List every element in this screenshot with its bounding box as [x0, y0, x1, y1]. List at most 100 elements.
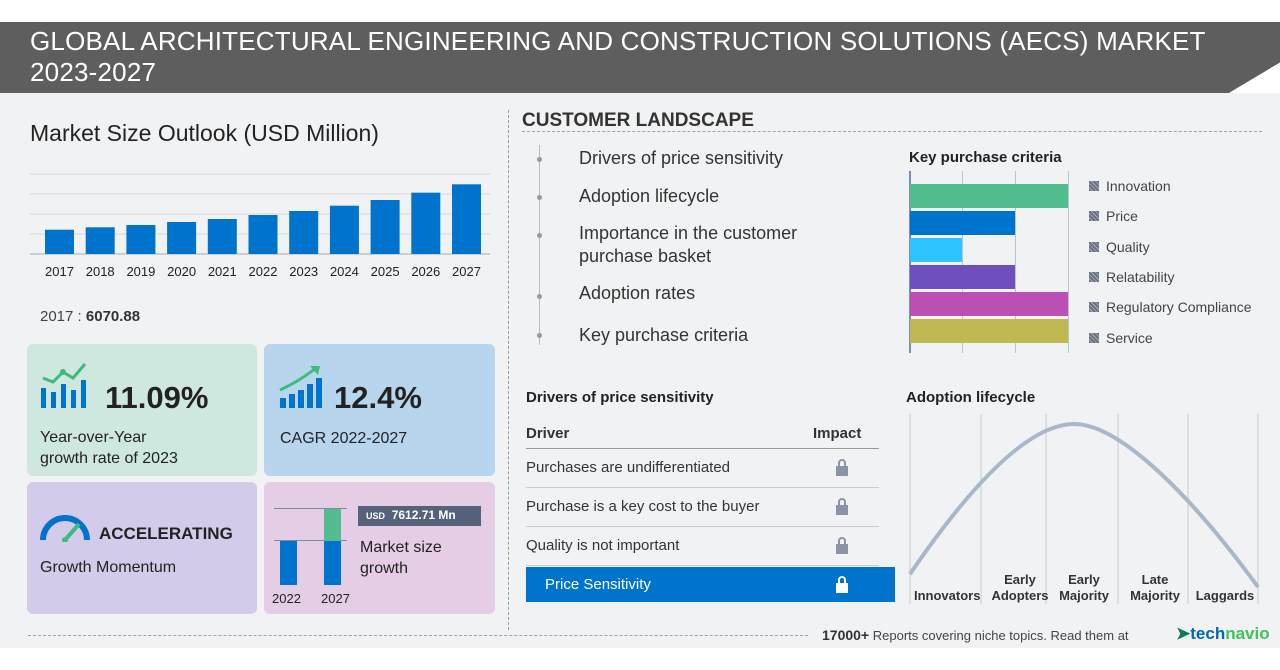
selected-amount: 6070.88	[85, 308, 141, 325]
col-impact: Impact	[813, 425, 862, 442]
bar-2018[interactable]	[85, 227, 115, 254]
bar-2017[interactable]	[45, 229, 74, 254]
speedometer-icon	[40, 515, 90, 542]
legend-item: Innovation	[1089, 178, 1171, 194]
currency: USD	[366, 511, 386, 521]
technavio-logo[interactable]: ➤technavio	[1176, 624, 1270, 643]
driver-text: Purchases are undifferentiated	[526, 459, 731, 476]
growth-value-badge: USD 7612.71 Mn	[358, 506, 481, 526]
table-row: Quality is not important	[526, 527, 879, 566]
legend-item: Price	[1089, 208, 1138, 224]
legend-item: Service	[1089, 330, 1153, 346]
yoy-value: 11.09%	[105, 380, 209, 415]
selected-value: 2017 : 6070.88	[40, 308, 140, 325]
bar-2027	[324, 541, 341, 585]
bar-2027[interactable]	[452, 184, 481, 254]
kpc-bar	[910, 238, 962, 262]
driver-text: Quality is not important	[526, 537, 680, 554]
bar-2021[interactable]	[207, 219, 237, 254]
stage-early-majority: Early Majority	[1059, 572, 1109, 603]
footer-text: Reports covering niche topics. Read them…	[872, 628, 1129, 643]
tick-label: 2021	[208, 264, 237, 279]
bar-2020[interactable]	[167, 222, 197, 254]
adoption-title: Adoption lifecycle	[906, 389, 1036, 406]
growth-value: 7612.71 Mn	[391, 508, 456, 522]
adoption-curve	[908, 421, 1260, 589]
gridline	[909, 171, 911, 353]
sep: :	[77, 308, 82, 325]
table-row: Purchase is a key cost to the buyer	[526, 488, 879, 527]
cagr-chart-icon	[279, 366, 322, 408]
legend-item: Relatability	[1089, 269, 1174, 285]
footer: 17000+ Reports covering niche topics. Re…	[822, 627, 1129, 643]
year-2022: 2022	[272, 591, 301, 606]
kpc-title: Key purchase criteria	[909, 149, 1062, 166]
momentum-label: Growth Momentum	[40, 559, 177, 576]
list-item: Importance in the customer	[579, 223, 798, 243]
bar-2019[interactable]	[126, 225, 156, 254]
gridline	[1015, 171, 1016, 353]
kpc-chart	[909, 171, 1071, 353]
bar-2026[interactable]	[411, 192, 441, 254]
legend-swatch-icon	[1089, 211, 1099, 222]
list-item: Key purchase criteria	[579, 325, 749, 345]
bar-increment	[324, 509, 341, 541]
kpc-bar	[910, 184, 1068, 208]
kpc-bar	[910, 265, 1015, 289]
bar-2022	[280, 541, 297, 585]
stage-innovators: Innovators	[914, 588, 981, 603]
tick-label: 2018	[86, 264, 115, 279]
bar-2025[interactable]	[370, 200, 400, 254]
year-2027: 2027	[321, 591, 350, 606]
list-item: purchase basket	[579, 246, 712, 266]
kpc-bar	[910, 319, 1068, 343]
bar-2024[interactable]	[329, 205, 359, 254]
legend-swatch-icon	[1089, 332, 1099, 343]
momentum-value: ACCELERATING	[99, 524, 233, 543]
stage-early-adopters: Early Adopters	[991, 572, 1049, 603]
tick-label: 2019	[126, 264, 155, 279]
gridline	[962, 171, 963, 353]
header-banner: GLOBAL ARCHITECTURAL ENGINEERING AND CON…	[0, 22, 1280, 93]
yoy-label2: growth rate of 2023	[40, 450, 178, 467]
legend-swatch-icon	[1089, 241, 1099, 252]
price-sensitivity-row[interactable]: Price Sensitivity	[526, 567, 895, 602]
tick-label: 2024	[330, 264, 359, 279]
cagr-label: CAGR 2022-2027	[280, 430, 408, 447]
kpc-bar	[910, 211, 1015, 235]
tick-label: 2026	[411, 264, 440, 279]
momentum-card: ACCELERATING Growth Momentum	[27, 482, 257, 614]
growth-chart-icon	[41, 363, 87, 408]
bar-2022[interactable]	[248, 215, 278, 254]
drivers-title: Drivers of price sensitivity	[526, 389, 714, 406]
col-driver: Driver	[526, 425, 570, 442]
tick-label: 2025	[371, 264, 400, 279]
legend-item: Regulatory Compliance	[1089, 299, 1252, 315]
legend-swatch-icon	[1089, 302, 1099, 313]
report-count: 17000+	[822, 627, 870, 643]
tick-label: 2017	[45, 264, 74, 279]
legend-swatch-icon	[1089, 271, 1099, 282]
list-item: Adoption lifecycle	[579, 186, 720, 206]
lock-icon	[836, 537, 848, 554]
stage-late-majority: Late Majority	[1130, 572, 1180, 603]
growth-label1: Market size	[360, 539, 442, 556]
market-size-chart: 2017 2018 2019 2020 2021 2022 2023 2024 2025 2026…	[30, 173, 490, 279]
lock-icon	[836, 576, 848, 593]
customer-title: CUSTOMER LANDSCAPE	[522, 110, 754, 131]
tick-label: 2020	[167, 264, 196, 279]
title-line2: 2023-2027	[30, 57, 157, 87]
growth-label2: growth	[360, 560, 409, 577]
title-line1: GLOBAL ARCHITECTURAL ENGINEERING AND CON…	[30, 26, 1206, 56]
kpc-bar	[910, 292, 1068, 316]
bar-2023[interactable]	[289, 211, 319, 254]
market-title: Market Size Outlook (USD Million)	[30, 120, 379, 146]
legend-item: Quality	[1089, 239, 1150, 255]
driver-text: Purchase is a key cost to the buyer	[526, 498, 760, 515]
highlight-label: Price Sensitivity	[545, 576, 651, 593]
selected-year: 2017	[40, 308, 74, 325]
growth-card: 2022 2027 USD 7612.71 Mn Market size grow…	[264, 482, 495, 614]
gridline	[1068, 171, 1069, 353]
stage-laggards: Laggards	[1195, 588, 1255, 603]
list-item: Adoption rates	[579, 283, 696, 303]
